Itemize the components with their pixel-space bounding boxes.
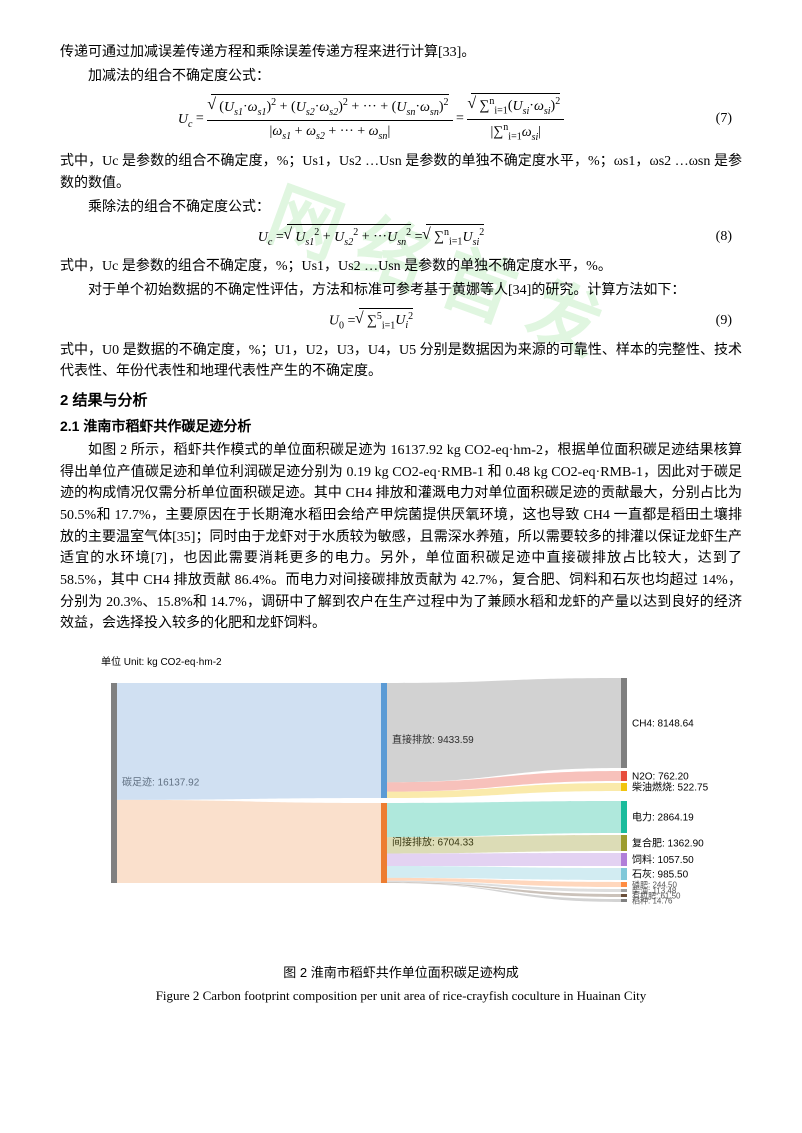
eq7-number: (7) [682, 108, 742, 130]
eq9-desc: 式中，U0 是数据的不确定度，%；U1，U2，U3，U4，U5 分别是数据因为来… [60, 340, 742, 383]
body-2-1: 如图 2 所示，稻虾共作模式的单位面积碳足迹为 16137.92 kg CO2-… [60, 440, 742, 635]
svg-text:石灰: 985.50: 石灰: 985.50 [632, 868, 689, 881]
intro-line: 传递可通过加减误差传递方程和乘除误差传递方程来进行计算[33]。 [60, 42, 742, 64]
svg-text:N2O: 762.20: N2O: 762.20 [632, 772, 689, 783]
section-2-1-heading: 2.1 淮南市稻虾共作碳足迹分析 [60, 416, 742, 438]
svg-text:电力: 2864.19: 电力: 2864.19 [632, 811, 694, 824]
svg-text:柴油燃烧: 522.75: 柴油燃烧: 522.75 [632, 781, 709, 794]
section-2-heading: 2 结果与分析 [60, 389, 742, 412]
single-eval: 对于单个初始数据的不确定性评估，方法和标准可参考基于黄娜等人[34]的研究。计算… [60, 280, 742, 302]
eq8-number: (8) [682, 226, 742, 248]
muldiv-title: 乘除法的组合不确定度公式： [60, 197, 742, 219]
eq9-number: (9) [682, 310, 742, 332]
sankey-diagram: 单位 Unit: kg CO2-eq·hm-2碳足迹: 16137.92直接排放… [81, 653, 721, 918]
svg-text:单位 Unit: kg CO2-eq·hm-2: 单位 Unit: kg CO2-eq·hm-2 [101, 655, 222, 668]
figure-2-sankey: 单位 Unit: kg CO2-eq·hm-2碳足迹: 16137.92直接排放… [81, 653, 721, 953]
equation-9: U0 = ∑5i=1Ui2 (9) [60, 308, 742, 334]
addsub-title: 加减法的组合不确定度公式： [60, 66, 742, 88]
equation-7: Uc = (Us1·ωs1)2 + (Us2·ωs2)2 + ··· + (Us… [60, 93, 742, 145]
svg-text:复合肥: 1362.90: 复合肥: 1362.90 [632, 837, 704, 850]
svg-text:CH4: 8148.64: CH4: 8148.64 [632, 719, 694, 730]
svg-text:饲料: 1057.50: 饲料: 1057.50 [632, 853, 694, 866]
figure-2-caption-cn: 图 2 淮南市稻虾共作单位面积碳足迹构成 [60, 963, 742, 983]
equation-8: Uc = Us12 + Us22 + ···Usn2 = ∑ni=1Usi2 (… [60, 224, 742, 250]
eq8-desc: 式中，Uc 是参数的组合不确定度，%；Us1，Us2 …Usn 是参数的单独不确… [60, 256, 742, 278]
eq7-desc: 式中，Uc 是参数的组合不确定度，%；Us1，Us2 …Usn 是参数的单独不确… [60, 151, 742, 194]
svg-text:稻种: 14.76: 稻种: 14.76 [632, 896, 673, 906]
figure-2-caption-en: Figure 2 Carbon footprint composition pe… [60, 986, 742, 1006]
